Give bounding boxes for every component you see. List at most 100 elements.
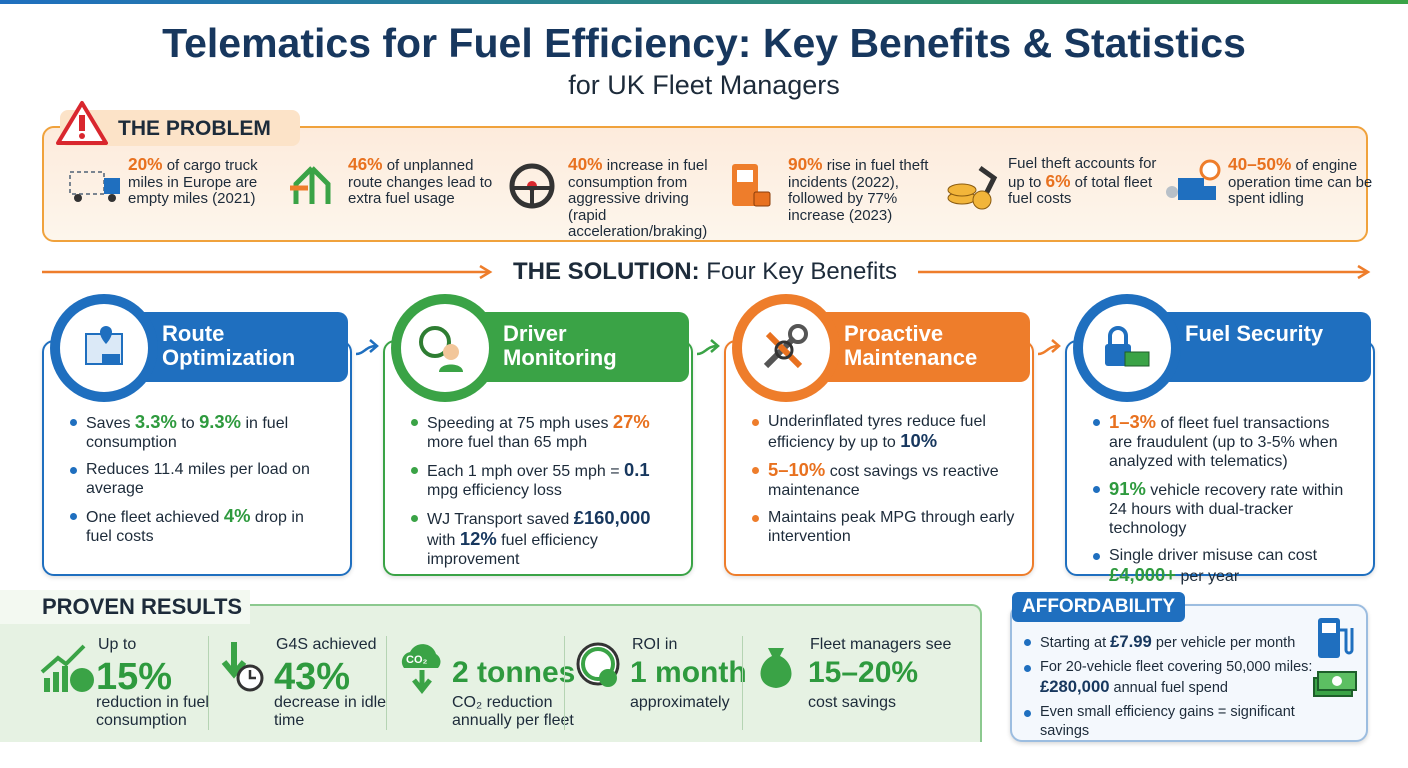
benefit-title: Proactive Maintenance — [844, 321, 978, 370]
bullet: Underinflated tyres reduce fuel efficien… — [752, 412, 1016, 452]
bullet: Each 1 mph over 55 mph = 0.1 mpg efficie… — [411, 460, 675, 500]
text: increase in fuel consumption from aggres… — [568, 157, 708, 240]
bullet: Reduces 11.4 miles per load on average — [70, 460, 334, 498]
result-post: CO₂ reduction annually per fleet — [452, 694, 574, 729]
bullet: For 20-vehicle fleet covering 50,000 mil… — [1024, 658, 1324, 698]
benefit-bullets: 1–3% of fleet fuel transactions are frau… — [1093, 412, 1357, 594]
text: rise in fuel theft incidents (2022), fol… — [788, 157, 929, 224]
card-arrow — [1037, 339, 1061, 356]
benefit-icon — [1105, 326, 1150, 367]
benefit-title: Driver Monitoring — [503, 321, 617, 370]
highlight: 9.3% — [199, 411, 241, 432]
results-title: PROVEN RESULTS — [42, 594, 243, 619]
text: per year — [1176, 568, 1240, 585]
card-arrow — [696, 339, 720, 356]
highlight: £7.99 — [1110, 632, 1152, 651]
result-pre: G4S achieved — [276, 636, 377, 653]
top-bar — [0, 0, 1408, 4]
results-panel — [0, 604, 982, 742]
benefit-title: Route Optimization — [162, 321, 296, 370]
highlight: 40–50% — [1228, 154, 1292, 174]
text: vehicle recovery rate within 24 hours wi… — [1109, 482, 1344, 537]
text: WJ Transport saved — [427, 511, 574, 528]
problem-title: THE PROBLEM — [118, 117, 271, 140]
highlight: 6% — [1045, 170, 1071, 191]
result-pre: ROI in — [632, 636, 678, 653]
problem-icon — [509, 163, 555, 209]
benefit-icon — [419, 326, 463, 372]
problem-text: 40–50% of engine operation time can be s… — [1228, 154, 1378, 208]
highlight: 1–3% — [1109, 411, 1157, 432]
bullet: Saves 3.3% to 9.3% in fuel consumption — [70, 412, 334, 452]
affordability-panel — [1010, 604, 1368, 742]
problem-text: 46% of unplanned route changes lead to e… — [348, 154, 498, 208]
problem-text: Fuel theft accounts for up to 6% of tota… — [1008, 155, 1158, 208]
text: more fuel than 65 mph — [427, 434, 588, 451]
highlight: £4,000+ — [1109, 564, 1176, 585]
affordability-title: AFFORDABILITY — [1012, 592, 1186, 622]
highlight: 0.1 — [624, 459, 650, 480]
result-big: 15–20% — [808, 656, 919, 689]
bullet: Maintains peak MPG through early interve… — [752, 508, 1016, 546]
results-divider — [564, 636, 565, 730]
text: Maintains peak MPG through early interve… — [768, 509, 1015, 545]
text: cost savings vs reactive maintenance — [768, 463, 999, 499]
text: of unplanned route changes lead to extra… — [348, 157, 493, 207]
text: Underinflated tyres reduce fuel efficien… — [768, 413, 986, 451]
result-icon — [221, 642, 264, 692]
text: of engine operation time can be spent id… — [1228, 157, 1373, 207]
bullet: Speeding at 75 mph uses 27% more fuel th… — [411, 412, 675, 452]
solution-heading: THE SOLUTION: Four Key Benefits — [500, 258, 910, 286]
title: Telematics for Fuel Efficiency: Key Bene… — [162, 20, 1246, 66]
text: in fuel consumption — [86, 415, 289, 451]
result-big: 2 tonnes — [452, 656, 576, 689]
text: of total fleet fuel costs — [1008, 173, 1153, 207]
text: Speeding at 75 mph uses — [427, 415, 613, 432]
bullet: Single driver misuse can cost £4,000+ pe… — [1093, 546, 1357, 586]
results-tab — [0, 590, 250, 624]
solution-rest: Four Key Benefits — [699, 258, 898, 285]
benefit-icon — [763, 324, 808, 369]
card-arrow — [355, 339, 379, 356]
text: drop in fuel costs — [86, 509, 304, 545]
text: of fleet fuel transactions are fraudulen… — [1109, 415, 1338, 470]
problem-text: 20% of cargo truck miles in Europe are e… — [128, 154, 278, 208]
text: Single driver misuse can cost — [1109, 547, 1318, 564]
highlight: 46% — [348, 154, 383, 174]
text: fuel efficiency improvement — [427, 532, 598, 568]
bullet: Even small efficiency gains = significan… — [1024, 703, 1324, 741]
problem-icon — [1166, 159, 1221, 200]
highlight: 3.3% — [134, 411, 177, 432]
highlight: 10% — [900, 430, 938, 451]
benefit-icon — [85, 326, 123, 365]
bullet: 5–10% cost savings vs reactive maintenan… — [752, 460, 1016, 500]
text: to — [176, 415, 200, 432]
benefit-bullets: Saves 3.3% to 9.3% in fuel consumption Re… — [70, 412, 334, 554]
text: annual fuel spend — [1109, 680, 1229, 696]
text: Each 1 mph over 55 mph = — [427, 463, 624, 480]
bullet: WJ Transport saved £160,000 with 12% fue… — [411, 508, 675, 569]
text: Even small efficiency gains = significan… — [1040, 704, 1295, 739]
text: One fleet achieved — [86, 509, 224, 526]
warning-icon — [56, 101, 108, 145]
result-icon — [576, 642, 620, 687]
benefit-bullets: Underinflated tyres reduce fuel efficien… — [752, 412, 1016, 554]
fuel-pump-icon — [1318, 618, 1354, 658]
text: per vehicle per month — [1151, 635, 1296, 651]
result-big: 15% — [96, 656, 173, 698]
highlight: 4% — [223, 505, 251, 526]
benefit-bullets: Speeding at 75 mph uses 27% more fuel th… — [411, 412, 675, 577]
problem-text: 90% rise in fuel theft incidents (2022),… — [788, 155, 938, 224]
problem-icon — [290, 166, 331, 204]
highlight: 20% — [128, 154, 163, 174]
result-post: decrease in idle time — [274, 694, 387, 729]
highlight: £280,000 — [1040, 677, 1110, 696]
highlight: 5–10% — [768, 459, 826, 480]
text: Fuel theft accounts for up to — [1008, 155, 1157, 191]
affordability-bullets: Starting at £7.99 per vehicle per month F… — [1024, 632, 1324, 746]
result-big: 1 month — [630, 656, 747, 689]
result-post: reduction in fuel consumption — [96, 694, 209, 729]
bullet: 1–3% of fleet fuel transactions are frau… — [1093, 412, 1357, 471]
bullet: 91% vehicle recovery rate within 24 hour… — [1093, 479, 1357, 538]
